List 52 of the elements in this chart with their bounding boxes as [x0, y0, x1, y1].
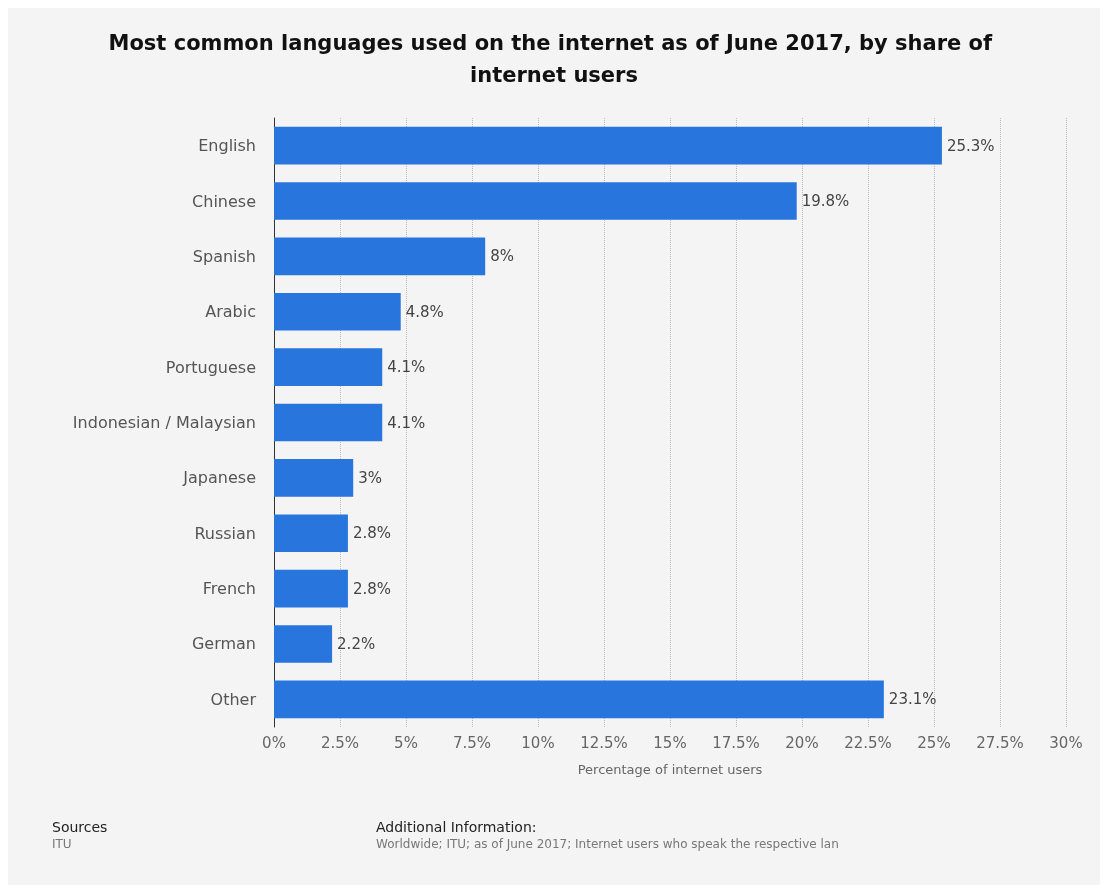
bar — [274, 182, 797, 220]
x-tick-label: 10% — [521, 733, 555, 752]
x-tick-label: 17.5% — [712, 733, 760, 752]
data-label: 2.2% — [337, 634, 376, 653]
bar — [274, 292, 401, 331]
data-label: 3% — [358, 468, 382, 487]
x-tick-label: 2.5% — [320, 733, 360, 752]
y-tick-label: Chinese — [192, 191, 256, 211]
bar — [274, 514, 348, 553]
y-tick-label: German — [191, 634, 256, 654]
x-tick-label: 12.5% — [580, 733, 628, 752]
y-tick-label: English — [198, 136, 256, 156]
y-tick-label: Arabic — [205, 302, 256, 322]
bar — [274, 403, 383, 442]
data-label: 2.8% — [352, 524, 392, 543]
data-label: 25.3% — [946, 136, 995, 155]
data-label: 23.1% — [888, 690, 937, 709]
text: Worldwide; ITU; as of June 2017; Internet users who speak the respective lan — [376, 837, 839, 851]
y-tick-label: Spanish — [192, 246, 256, 266]
bar — [274, 126, 942, 165]
x-tick-label: 27.5% — [976, 733, 1024, 752]
x-tick-label: 7.5% — [452, 733, 492, 752]
data-label: 4.1% — [387, 358, 426, 377]
bar — [274, 237, 486, 276]
x-tick-label: 15% — [653, 733, 687, 752]
data-label: 4.8% — [405, 302, 444, 321]
bar — [274, 459, 354, 497]
x-tick-label: 25% — [917, 733, 951, 752]
x-axis-title: Percentage of internet users — [577, 762, 763, 777]
x-tick-label: 22.5% — [844, 733, 892, 752]
data-label: 8% — [490, 247, 514, 266]
x-tick-label: 20% — [785, 733, 819, 752]
y-tick-label: Russian — [194, 523, 256, 543]
x-tick-label: 5% — [394, 733, 418, 752]
data-label: 4.1% — [387, 413, 426, 432]
data-label: 19.8% — [801, 192, 850, 211]
y-tick-label: Indonesian / Malaysian — [72, 413, 256, 432]
bar — [274, 625, 333, 663]
text: ITU — [52, 837, 72, 851]
data-label: 2.8% — [352, 579, 392, 598]
y-tick-label: Portuguese — [165, 357, 256, 377]
chart-title: Most common languages used on the internet as of June 2017, by share of internet users — [108, 31, 1000, 87]
text: Sources — [52, 819, 108, 835]
bar — [274, 348, 383, 386]
x-tick-label: 30% — [1049, 733, 1083, 752]
y-tick-label: Other — [210, 689, 257, 709]
bar — [274, 680, 884, 719]
bar — [274, 569, 348, 608]
y-tick-label: French — [202, 579, 256, 599]
text: Additional Information: — [376, 819, 537, 835]
y-tick-label: Japanese — [182, 468, 256, 488]
x-tick-label: 0% — [262, 733, 286, 752]
